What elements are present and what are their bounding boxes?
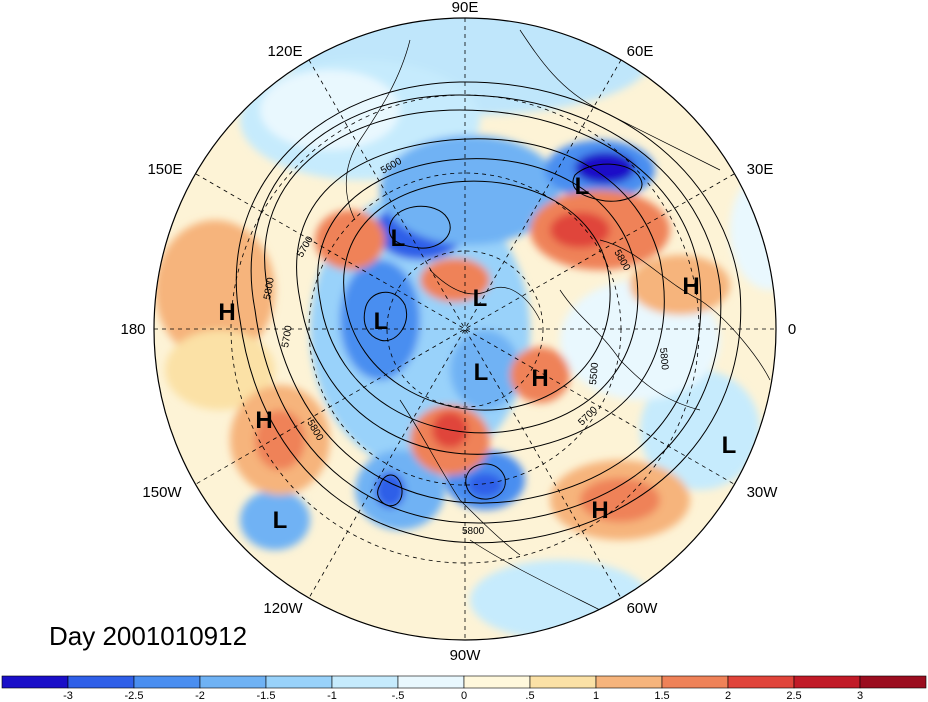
colorbar-tick-label: -2 xyxy=(195,690,205,702)
lon-label-90w: 90W xyxy=(450,647,482,664)
map-boundary xyxy=(153,17,777,641)
colorbar-tick-label: -1.5 xyxy=(257,690,276,702)
colorbar-tick-label: -1 xyxy=(327,690,337,702)
contour-label: 5500 xyxy=(588,362,601,386)
colorbar-tick-label: 3 xyxy=(857,690,863,702)
longitude-labels: 90E 60E 120E 150E 30E 180 0 150W 30W 120… xyxy=(120,0,796,664)
anomaly-shading xyxy=(154,18,776,640)
colorbar-swatch xyxy=(595,675,663,689)
colorbar-tick-label: 0 xyxy=(461,690,467,702)
low-center: L xyxy=(374,308,389,335)
lon-label-30w: 30W xyxy=(747,484,779,501)
colorbar-tick-label: -2.5 xyxy=(125,690,144,702)
colorbar-tick-label: 2.5 xyxy=(786,690,801,702)
pressure-centers: L L L L L L H H H H H L xyxy=(218,173,736,534)
colorbar-tick-label: 1.5 xyxy=(654,690,669,702)
lon-label-150w: 150W xyxy=(142,484,182,501)
lon-label-150e: 150E xyxy=(147,161,182,178)
high-center: H xyxy=(218,299,235,326)
colorbar-swatch xyxy=(859,675,927,689)
colorbar-swatch xyxy=(463,675,531,689)
lon-label-0: 0 xyxy=(788,321,796,338)
low-center: L xyxy=(473,285,488,312)
colorbar-tick-label: 2 xyxy=(725,690,731,702)
colorbar-swatch xyxy=(1,675,69,689)
low-center: L xyxy=(273,507,288,534)
colorbar-tick-label: .5 xyxy=(525,690,534,702)
lon-label-180: 180 xyxy=(120,321,145,338)
colorbar-swatch xyxy=(133,675,201,689)
lon-label-120e: 120E xyxy=(267,43,302,60)
colorbar-swatch xyxy=(199,675,267,689)
colorbar-tick-label: -3 xyxy=(63,690,73,702)
colorbar-swatch xyxy=(67,675,135,689)
colorbar-tick-label: -.5 xyxy=(392,690,405,702)
low-center: L xyxy=(391,225,406,252)
contour-label: 5800 xyxy=(657,347,670,371)
graticule xyxy=(154,18,776,640)
contour-label: 5800 xyxy=(462,526,485,537)
lon-label-90e: 90E xyxy=(452,0,479,16)
colorbar: -3 -2.5 -2 -1.5 -1 -.5 0 .5 1 1.5 2 2.5 3 xyxy=(1,675,927,702)
colorbar-swatch xyxy=(331,675,399,689)
contour-label: 5700 xyxy=(280,324,295,348)
height-contours xyxy=(235,81,742,544)
colorbar-swatch xyxy=(727,675,795,689)
colorbar-swatch xyxy=(529,675,597,689)
high-center: H xyxy=(682,273,699,300)
contour-label: 5800 xyxy=(262,276,277,300)
map-title: Day 2001010912 xyxy=(49,621,247,651)
low-center: L xyxy=(722,432,737,459)
lon-label-60w: 60W xyxy=(627,600,659,617)
high-center: H xyxy=(255,407,272,434)
lon-label-30e: 30E xyxy=(747,161,774,178)
lon-label-60e: 60E xyxy=(627,43,654,60)
low-center: L xyxy=(474,359,489,386)
low-center: L xyxy=(575,173,590,200)
high-center: H xyxy=(591,497,608,524)
colorbar-swatch xyxy=(265,675,333,689)
colorbar-tick-label: 1 xyxy=(593,690,599,702)
high-center: H xyxy=(531,365,548,392)
colorbar-swatch xyxy=(661,675,729,689)
lon-label-120w: 120W xyxy=(263,600,303,617)
colorbar-swatch xyxy=(397,675,465,689)
colorbar-swatch xyxy=(793,675,861,689)
